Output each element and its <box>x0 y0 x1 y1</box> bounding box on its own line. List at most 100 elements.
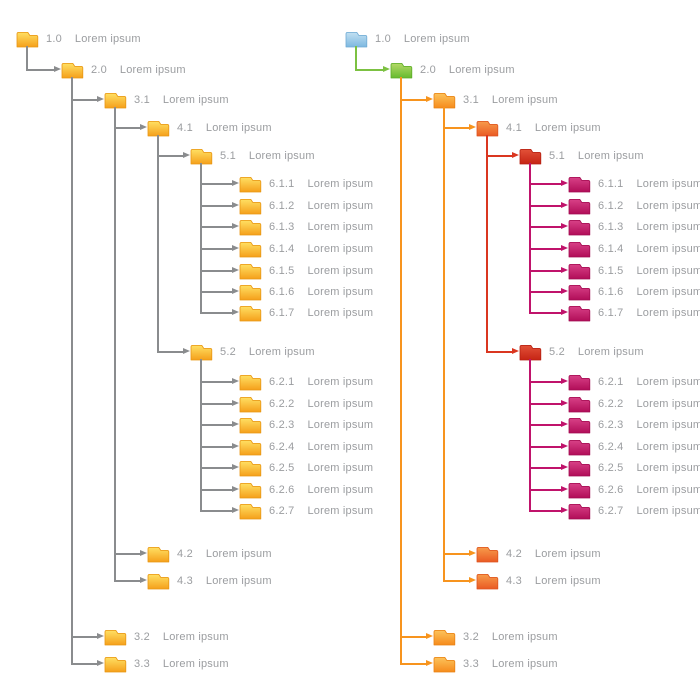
node-label: Lorem ipsum <box>307 398 374 410</box>
connector-hline <box>529 403 561 405</box>
folder-icon <box>147 574 170 590</box>
node-number: 6.1.4 <box>269 243 295 255</box>
connector-vline <box>26 46 28 71</box>
node-number: 6.1.5 <box>598 265 624 277</box>
node-label: Lorem ipsum <box>248 150 315 162</box>
tree-node-6.1.1: 6.1.1 Lorem ipsum <box>568 175 700 193</box>
folder-icon <box>239 397 262 413</box>
node-label: Lorem ipsum <box>307 419 374 431</box>
folder-icon <box>147 547 170 563</box>
connector-vline <box>114 107 116 582</box>
connector-hline <box>529 205 561 207</box>
connector-hline <box>529 381 561 383</box>
folder-icon <box>568 285 591 301</box>
node-number: 5.2 <box>549 346 565 358</box>
tree-node-3.1: 3.1 Lorem ipsum <box>433 91 558 109</box>
folder-icon <box>519 345 542 361</box>
node-number: 6.2.1 <box>269 376 295 388</box>
node-number: 5.1 <box>549 150 565 162</box>
tree-node-6.1.6: 6.1.6 Lorem ipsum <box>239 283 373 301</box>
node-label: Lorem ipsum <box>205 122 272 134</box>
node-label: Lorem ipsum <box>491 658 558 670</box>
folder-icon <box>239 285 262 301</box>
arrowhead-icon <box>426 660 433 667</box>
node-number: 6.2.4 <box>269 441 295 453</box>
node-label: Lorem ipsum <box>636 307 700 319</box>
tree-node-6.2.2: 6.2.2 Lorem ipsum <box>568 395 700 413</box>
connector-hline <box>529 510 561 512</box>
tree-node-6.1.5: 6.1.5 Lorem ipsum <box>239 262 373 280</box>
node-number: 6.1.1 <box>269 178 295 190</box>
arrowhead-icon <box>97 633 104 640</box>
node-label: Lorem ipsum <box>636 200 700 212</box>
connector-hline <box>443 127 469 129</box>
node-label: Lorem ipsum <box>119 64 186 76</box>
connector-hline <box>486 351 512 353</box>
arrowhead-icon <box>469 577 476 584</box>
node-number: 6.2.7 <box>269 505 295 517</box>
tree-node-6.2.3: 6.2.3 Lorem ipsum <box>568 416 700 434</box>
node-number: 6.1.7 <box>598 307 624 319</box>
node-label: Lorem ipsum <box>636 484 700 496</box>
tree-node-5.2: 5.2 Lorem ipsum <box>519 343 644 361</box>
connector-hline <box>400 99 426 101</box>
tree-node-6.1.4: 6.1.4 Lorem ipsum <box>568 240 700 258</box>
tree-node-3.3: 3.3 Lorem ipsum <box>104 655 229 673</box>
arrowhead-icon <box>561 507 568 514</box>
arrowhead-icon <box>232 267 239 274</box>
folder-icon <box>104 93 127 109</box>
folder-icon <box>568 504 591 520</box>
folder-icon <box>568 177 591 193</box>
folder-icon <box>568 264 591 280</box>
node-number: 6.1.2 <box>269 200 295 212</box>
node-label: Lorem ipsum <box>636 286 700 298</box>
connector-hline <box>529 489 561 491</box>
arrowhead-icon <box>232 309 239 316</box>
arrowhead-icon <box>561 400 568 407</box>
connector-hline <box>200 446 232 448</box>
connector-hline <box>400 663 426 665</box>
node-number: 3.2 <box>463 631 479 643</box>
tree-node-6.1.5: 6.1.5 Lorem ipsum <box>568 262 700 280</box>
connector-hline <box>200 489 232 491</box>
tree-node-3.1: 3.1 Lorem ipsum <box>104 91 229 109</box>
connector-hline <box>71 99 97 101</box>
arrowhead-icon <box>561 421 568 428</box>
folder-icon <box>190 149 213 165</box>
arrowhead-icon <box>561 267 568 274</box>
folder-icon <box>476 547 499 563</box>
connector-hline <box>200 205 232 207</box>
connector-vline <box>355 46 357 71</box>
tree-node-3.3: 3.3 Lorem ipsum <box>433 655 558 673</box>
node-label: Lorem ipsum <box>636 178 700 190</box>
arrowhead-icon <box>561 288 568 295</box>
node-label: Lorem ipsum <box>636 441 700 453</box>
connector-hline <box>355 69 383 71</box>
arrowhead-icon <box>232 180 239 187</box>
arrowhead-icon <box>561 464 568 471</box>
tree-node-5.2: 5.2 Lorem ipsum <box>190 343 315 361</box>
node-label: Lorem ipsum <box>448 64 515 76</box>
node-label: Lorem ipsum <box>248 346 315 358</box>
tree-node-6.2.6: 6.2.6 Lorem ipsum <box>239 481 373 499</box>
connector-hline <box>157 351 183 353</box>
node-label: Lorem ipsum <box>307 286 374 298</box>
folder-icon <box>345 32 368 48</box>
node-number: 4.1 <box>506 122 522 134</box>
tree-node-4.1: 4.1 Lorem ipsum <box>147 119 272 137</box>
tree-node-6.2.5: 6.2.5 Lorem ipsum <box>239 459 373 477</box>
node-number: 6.2.2 <box>269 398 295 410</box>
connector-hline <box>26 69 54 71</box>
arrowhead-icon <box>54 66 61 73</box>
folder-icon <box>568 199 591 215</box>
node-label: Lorem ipsum <box>307 462 374 474</box>
folder-icon <box>433 630 456 646</box>
node-label: Lorem ipsum <box>534 575 601 587</box>
node-number: 4.3 <box>177 575 193 587</box>
node-number: 4.3 <box>506 575 522 587</box>
connector-hline <box>114 580 140 582</box>
tree-node-6.2.4: 6.2.4 Lorem ipsum <box>239 438 373 456</box>
folder-icon <box>568 306 591 322</box>
connector-hline <box>529 183 561 185</box>
